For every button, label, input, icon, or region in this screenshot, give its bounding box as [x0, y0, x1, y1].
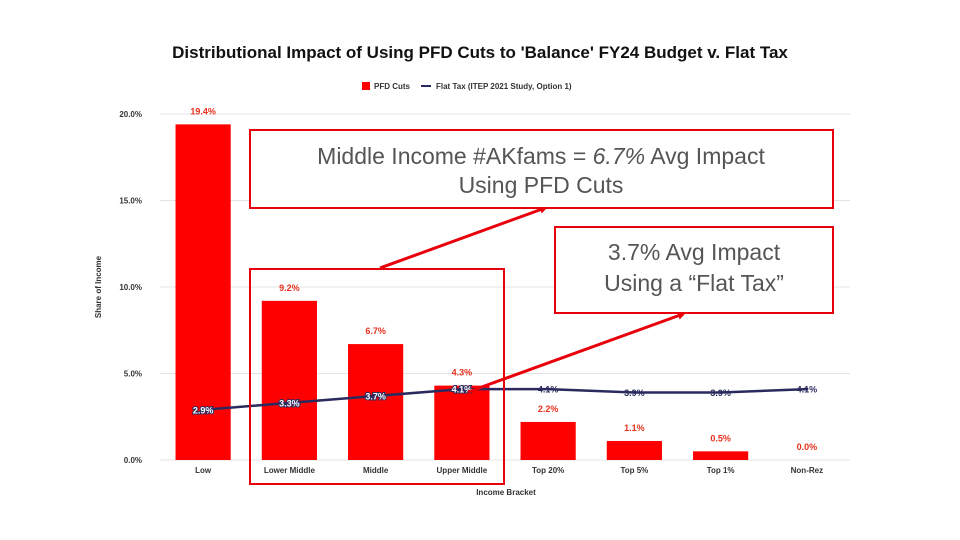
- callout-middle-income-suffix: Avg Impact: [645, 143, 765, 169]
- line-label-low: 2.9%: [193, 405, 214, 415]
- callout-arrow-flat-tax: [467, 311, 686, 394]
- x-tick-label-top-1: Top 1%: [707, 466, 735, 475]
- bar-top-5: [606, 440, 662, 460]
- line-point-middle: [374, 394, 378, 398]
- callout-middle-income-prefix: Middle Income #AKfams =: [317, 143, 592, 169]
- bar-label-top-1: 0.5%: [710, 433, 731, 443]
- y-tick-label: 20.0%: [119, 110, 142, 119]
- line-point-low: [201, 408, 205, 412]
- bar-label-upper-middle: 4.3%: [452, 368, 473, 378]
- legend-label-flat-tax: Flat Tax (ITEP 2021 Study, Option 1): [436, 82, 572, 91]
- callout-middle-income-line1: Middle Income #AKfams = 6.7% Avg Impact: [317, 143, 765, 169]
- callout-flat-tax: 3.7% Avg Impact Using a “Flat Tax”: [554, 226, 834, 314]
- x-tick-label-top-20: Top 20%: [532, 466, 564, 475]
- line-data-labels: 2.9% 3.3% 3.7% 4.1% 4.1% 3.9% 3.9% 4.1%: [192, 384, 818, 417]
- middle-brackets-highlight-box: [249, 268, 505, 485]
- y-axis-title: Share of Income: [94, 255, 103, 318]
- bar-top-1: [693, 451, 749, 460]
- callout-flat-tax-box: [554, 226, 834, 314]
- bar-label-top-20: 2.2%: [538, 404, 559, 414]
- callout-middle-income-emph: 6.7%: [593, 143, 645, 169]
- bar-low: [175, 124, 231, 460]
- x-tick-label-non-rez: Non-Rez: [791, 466, 823, 475]
- x-axis-title: Income Bracket: [476, 488, 536, 497]
- legend-swatch-pfd-cuts: [362, 82, 370, 90]
- bar-top-20: [520, 421, 576, 460]
- bar-data-labels: 19.4% 9.2% 6.7% 4.3% 2.2% 1.1% 0.5% 0.0%: [190, 106, 817, 452]
- callout-middle-income-box: [249, 129, 834, 209]
- line-point-non-rez: [805, 387, 809, 391]
- bar-upper-middle: [434, 385, 490, 460]
- bar-middle: [348, 344, 404, 460]
- callout-middle-income-line2: Using PFD Cuts: [459, 172, 624, 198]
- x-tick-label-low: Low: [195, 466, 212, 475]
- line-label-top-20: 4.1%: [538, 385, 559, 395]
- line-point-upper-middle: [460, 387, 464, 391]
- line-label-non-rez: 4.1%: [797, 385, 818, 395]
- x-tick-label-upper-middle: Upper Middle: [437, 466, 488, 475]
- line-point-top-1: [719, 391, 723, 395]
- bar-label-middle: 6.7%: [365, 326, 386, 336]
- bar-series-pfd-cuts: [175, 124, 749, 460]
- legend-label-pfd-cuts: PFD Cuts: [374, 82, 411, 91]
- line-label-upper-middle: 4.1%: [452, 385, 473, 395]
- x-tick-label-lower-middle: Lower Middle: [264, 466, 316, 475]
- bar-label-top-5: 1.1%: [624, 423, 645, 433]
- line-point-top-20: [546, 387, 550, 391]
- line-label-top-5: 3.9%: [624, 388, 645, 398]
- callout-flat-tax-line1: 3.7% Avg Impact: [608, 239, 781, 265]
- line-point-lower-middle: [287, 401, 291, 405]
- y-tick-label: 5.0%: [124, 370, 142, 379]
- bar-lower-middle: [261, 300, 317, 460]
- x-tick-label-middle: Middle: [363, 466, 389, 475]
- y-tick-labels: 0.0% 5.0% 10.0% 15.0% 20.0%: [119, 110, 142, 465]
- line-point-top-5: [632, 391, 636, 395]
- x-tick-label-top-5: Top 5%: [620, 466, 648, 475]
- y-tick-label: 15.0%: [119, 197, 142, 206]
- callout-arrow-middle-income: [379, 205, 548, 270]
- line-label-lower-middle: 3.3%: [279, 398, 300, 408]
- callout-middle-income: Middle Income #AKfams = 6.7% Avg Impact …: [249, 129, 834, 209]
- bar-label-non-rez: 0.0%: [797, 442, 818, 452]
- chart-title: Distributional Impact of Using PFD Cuts …: [172, 43, 788, 62]
- legend: PFD Cuts Flat Tax (ITEP 2021 Study, Opti…: [362, 82, 572, 91]
- line-label-top-1: 3.9%: [710, 388, 731, 398]
- line-label-middle: 3.7%: [365, 391, 386, 401]
- callout-flat-tax-line2: Using a “Flat Tax”: [604, 270, 784, 296]
- y-tick-label: 0.0%: [124, 456, 142, 465]
- bar-label-lower-middle: 9.2%: [279, 283, 300, 293]
- y-tick-label: 10.0%: [119, 283, 142, 292]
- x-tick-labels: Low Lower Middle Middle Upper Middle Top 20%…: [195, 466, 823, 475]
- bar-label-low: 19.4%: [190, 106, 216, 116]
